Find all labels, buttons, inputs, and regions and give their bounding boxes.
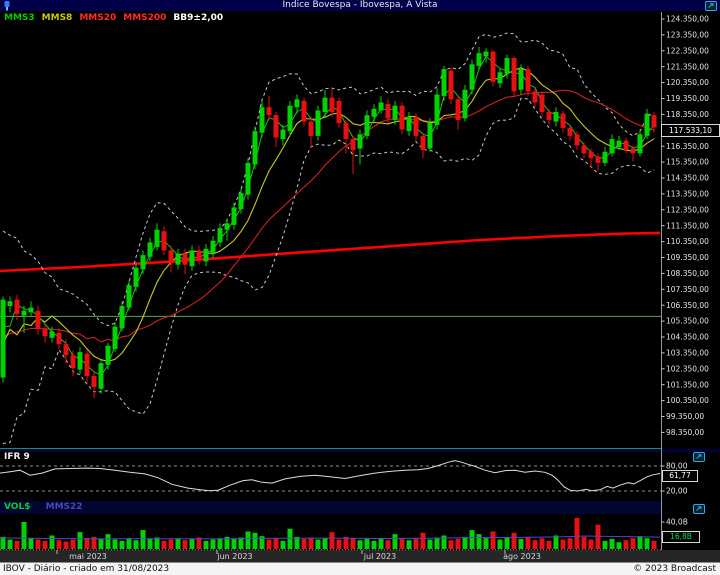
legend-item-bb9[interactable]: BB9±2,00 — [173, 13, 224, 23]
ifr-panel: 80,00 20,00 — [0, 460, 688, 496]
mms3-line — [2, 55, 655, 377]
legend-item-mms3[interactable]: MMS3 — [4, 13, 35, 23]
svg-text:40,0B: 40,0B — [666, 518, 688, 527]
svg-text:103.350,00: 103.350,00 — [666, 349, 709, 358]
price-axis-labels: 124.350,00 123.350,00 122.350,00 121.350,00… — [661, 15, 709, 437]
svg-text:122.350,00: 122.350,00 — [666, 46, 709, 55]
svg-text:124.350,00: 124.350,00 — [666, 15, 709, 24]
svg-text:107.350,00: 107.350,00 — [666, 285, 709, 294]
legend-item-mms20[interactable]: MMS20 — [79, 13, 117, 23]
pin-icon[interactable] — [2, 0, 12, 11]
svg-text:100.350,00: 100.350,00 — [666, 396, 709, 405]
svg-text:119.350,00: 119.350,00 — [666, 94, 709, 103]
ifr-current-box: 61,77 — [662, 470, 698, 482]
month-labels: mai 2023 jun 2023 jul 2023 ago 2023 — [56, 550, 541, 561]
svg-text:115.350,00: 115.350,00 — [666, 158, 709, 167]
window-title: Índice Bovespa - Ibovespa, A Vista — [282, 0, 438, 10]
volume-panel: 40,0B — [0, 518, 688, 549]
status-instrument-info: IBOV - Diário - criado em 31/08/2023 — [3, 564, 170, 574]
svg-text:118.350,00: 118.350,00 — [666, 110, 709, 119]
svg-text:110.350,00: 110.350,00 — [666, 237, 709, 246]
svg-text:108.350,00: 108.350,00 — [666, 269, 709, 278]
ifr-panel-label: IFR 9 — [4, 452, 30, 462]
svg-text:101.350,00: 101.350,00 — [666, 380, 709, 389]
svg-text:112.350,00: 112.350,00 — [666, 205, 709, 214]
vol-label: VOL$ — [4, 502, 31, 512]
svg-text:113.350,00: 113.350,00 — [666, 190, 709, 199]
ifr-line — [0, 460, 661, 492]
svg-text:104.350,00: 104.350,00 — [666, 333, 709, 342]
ifr-expand-icon[interactable] — [693, 452, 705, 462]
svg-text:105.350,00: 105.350,00 — [666, 317, 709, 326]
vol-expand-icon[interactable] — [693, 504, 705, 514]
legend-item-mms8[interactable]: MMS8 — [41, 13, 73, 23]
svg-text:123.350,00: 123.350,00 — [666, 31, 709, 40]
panel-separator — [0, 449, 720, 452]
svg-text:114.350,00: 114.350,00 — [666, 174, 709, 183]
last-price-box: 117.533,10 — [661, 124, 720, 137]
svg-text:jul 2023: jul 2023 — [363, 552, 396, 561]
vol-mms22-label: MMS22 — [45, 502, 83, 512]
candles-layer — [0, 46, 657, 399]
svg-text:121.350,00: 121.350,00 — [666, 62, 709, 71]
svg-text:ago 2023: ago 2023 — [503, 552, 541, 561]
mms200-line — [0, 231, 661, 273]
svg-text:mai 2023: mai 2023 — [69, 552, 107, 561]
mms8-line — [2, 67, 655, 362]
status-bar: IBOV - Diário - criado em 31/08/2023 © 2… — [0, 562, 720, 575]
svg-text:102.350,00: 102.350,00 — [666, 364, 709, 373]
window-title-bar: Índice Bovespa - Ibovespa, A Vista — [0, 0, 720, 11]
time-axis-strip — [0, 550, 720, 562]
vol-current-box: 16,8B — [662, 531, 700, 543]
svg-text:98.350,00: 98.350,00 — [666, 428, 704, 437]
svg-text:116.350,00: 116.350,00 — [666, 142, 709, 151]
indicator-legend: MMS3 MMS8 MMS20 MMS200 BB9±2,00 — [4, 13, 230, 23]
svg-text:120.350,00: 120.350,00 — [666, 78, 709, 87]
svg-text:99.350,00: 99.350,00 — [666, 412, 704, 421]
svg-text:20,00: 20,00 — [666, 487, 688, 496]
vol-mms22-line — [0, 535, 661, 540]
svg-text:80,00: 80,00 — [666, 462, 688, 471]
svg-text:jun 2023: jun 2023 — [216, 552, 252, 561]
bb-lower-band — [2, 97, 655, 444]
vol-panel-header: VOL$ MMS22 — [0, 501, 661, 514]
svg-text:111.350,00: 111.350,00 — [666, 221, 709, 230]
maximize-icon[interactable] — [705, 1, 717, 11]
mms20-line — [2, 89, 655, 343]
status-copyright: © 2023 Broadcast — [633, 564, 716, 574]
legend-item-mms200[interactable]: MMS200 — [123, 13, 167, 23]
bb-upper-band — [2, 32, 655, 327]
svg-text:109.350,00: 109.350,00 — [666, 253, 709, 262]
svg-text:106.350,00: 106.350,00 — [666, 301, 709, 310]
